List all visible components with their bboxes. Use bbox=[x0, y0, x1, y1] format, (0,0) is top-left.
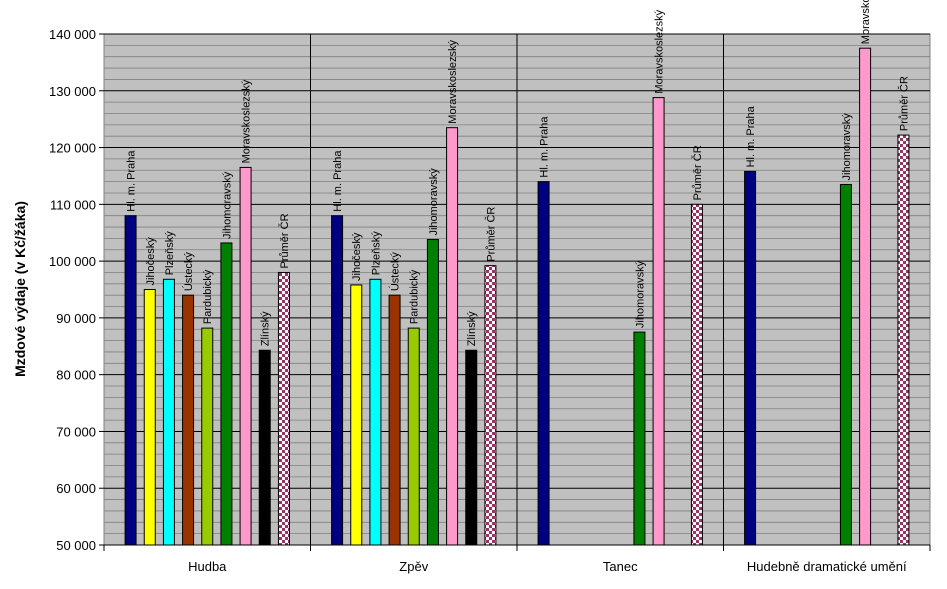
bar bbox=[484, 265, 497, 546]
bar-label: Moravskoslezský bbox=[241, 79, 253, 163]
bar bbox=[220, 242, 233, 546]
bar bbox=[124, 215, 137, 546]
bar bbox=[277, 271, 290, 546]
y-tick-label: 130 000 bbox=[49, 84, 96, 99]
bar bbox=[143, 289, 156, 546]
bar bbox=[744, 170, 757, 546]
bar-label: Ústecký bbox=[182, 252, 195, 292]
bar bbox=[426, 239, 439, 546]
bar-label: Pardubický bbox=[202, 269, 214, 324]
bar-label: Hl. m. Praha bbox=[539, 116, 551, 178]
bars: Hl. m. Praha Jihočeský Plzeňský Ústecký Pard… bbox=[124, 0, 910, 546]
bar bbox=[652, 97, 665, 546]
bar-label: Jihomoravský bbox=[428, 168, 440, 236]
bar-label: Jihomoravský bbox=[634, 260, 646, 328]
bar bbox=[690, 203, 703, 546]
bar-label: Jihočeský bbox=[145, 237, 157, 286]
x-axis-categories: Hudba Zpěv Tanec Hudebně dramatické umění bbox=[103, 34, 931, 574]
bar bbox=[446, 127, 459, 546]
bar-label: Hl. m. Praha bbox=[745, 105, 757, 167]
bar bbox=[201, 327, 214, 546]
bar bbox=[369, 278, 382, 546]
y-axis-ticks: 50 000 60 000 70 000 80 000 90 000 100 000 110… bbox=[49, 27, 104, 553]
y-tick-label: 140 000 bbox=[49, 27, 96, 42]
bar bbox=[350, 284, 363, 546]
bar bbox=[537, 181, 550, 546]
bar-label: Hl. m. Praha bbox=[332, 150, 344, 212]
x-category-label: Hudebně dramatické umění bbox=[747, 559, 907, 574]
bar bbox=[839, 183, 852, 546]
bar bbox=[182, 294, 195, 546]
bar-label: Ústecký bbox=[389, 252, 402, 292]
bar-label: Průměr ČR bbox=[278, 213, 291, 268]
bar-label: Pardubický bbox=[409, 269, 421, 324]
bar bbox=[859, 47, 872, 546]
bar-label: Průměr ČR bbox=[897, 76, 910, 131]
y-tick-label: 110 000 bbox=[50, 197, 96, 212]
y-tick-label: 90 000 bbox=[56, 311, 96, 326]
y-tick-label: 100 000 bbox=[49, 254, 96, 269]
bar bbox=[388, 294, 401, 546]
bar-label: Moravskoslezský bbox=[860, 0, 872, 44]
bar bbox=[897, 134, 910, 546]
x-category-label: Zpěv bbox=[399, 559, 428, 574]
y-tick-label: 50 000 bbox=[56, 538, 96, 553]
bar-label: Plzeňský bbox=[164, 231, 176, 276]
bar-label: Plzeňský bbox=[370, 231, 382, 276]
bar bbox=[633, 331, 646, 546]
bar bbox=[239, 166, 252, 546]
bar-label: Zlínský bbox=[260, 311, 272, 346]
bar-label: Zlínský bbox=[466, 311, 478, 346]
bar bbox=[465, 349, 478, 546]
x-category-label: Tanec bbox=[603, 559, 638, 574]
bar-label: Jihočeský bbox=[351, 232, 363, 281]
bar-label: Jihomoravský bbox=[841, 113, 853, 181]
bar-label: Moravskoslezský bbox=[447, 39, 459, 123]
bar-label: Průměr ČR bbox=[484, 207, 497, 262]
y-tick-label: 120 000 bbox=[49, 141, 96, 156]
y-tick-label: 60 000 bbox=[56, 481, 96, 496]
bar-label: Moravskoslezský bbox=[654, 9, 666, 93]
y-tick-label: 80 000 bbox=[56, 368, 96, 383]
bar bbox=[162, 278, 175, 546]
bar bbox=[407, 327, 420, 546]
bar-label: Hl. m. Praha bbox=[126, 150, 138, 212]
bar bbox=[331, 215, 344, 546]
y-axis-label: Mzdové výdaje (v Kč/žáka) bbox=[12, 201, 28, 377]
bar-label: Průměr ČR bbox=[691, 145, 704, 200]
bar-label: Jihomoravský bbox=[221, 171, 233, 239]
y-tick-label: 70 000 bbox=[56, 424, 96, 439]
bar bbox=[258, 349, 271, 546]
x-category-label: Hudba bbox=[188, 559, 227, 574]
